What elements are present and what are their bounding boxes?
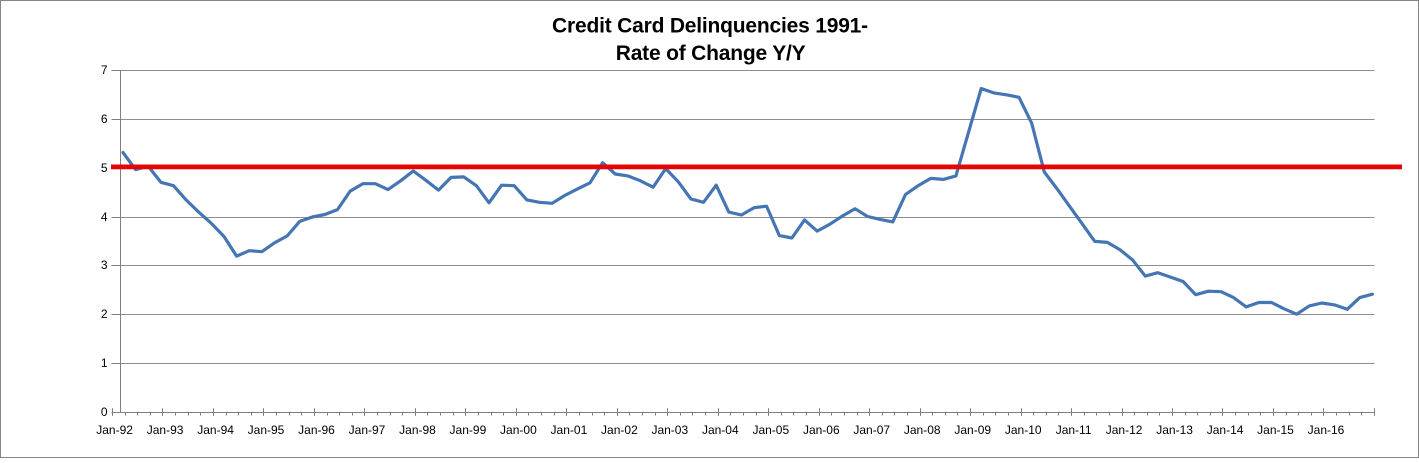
svg-text:Rate of Change Y/Y: Rate of Change Y/Y xyxy=(616,42,806,65)
svg-text:4: 4 xyxy=(101,210,108,224)
svg-text:5: 5 xyxy=(101,161,108,175)
svg-text:Jan-02: Jan-02 xyxy=(601,423,638,437)
svg-text:2: 2 xyxy=(101,307,108,321)
svg-text:Jan-96: Jan-96 xyxy=(298,423,335,437)
svg-text:Jan-10: Jan-10 xyxy=(1005,423,1042,437)
svg-text:Jan-09: Jan-09 xyxy=(954,423,991,437)
svg-text:Jan-04: Jan-04 xyxy=(702,423,739,437)
svg-text:Jan-94: Jan-94 xyxy=(197,423,234,437)
svg-text:Jan-01: Jan-01 xyxy=(551,423,588,437)
svg-text:1: 1 xyxy=(101,356,108,370)
svg-text:Jan-14: Jan-14 xyxy=(1207,423,1244,437)
svg-text:Jan-11: Jan-11 xyxy=(1056,423,1092,437)
svg-text:Jan-05: Jan-05 xyxy=(752,423,789,437)
svg-text:Jan-13: Jan-13 xyxy=(1156,423,1193,437)
svg-text:Jan-06: Jan-06 xyxy=(803,423,840,437)
svg-text:7: 7 xyxy=(101,63,108,77)
svg-text:Jan-12: Jan-12 xyxy=(1106,423,1143,437)
svg-text:0: 0 xyxy=(101,405,108,419)
svg-text:Credit Card Delinquencies 1991: Credit Card Delinquencies 1991- xyxy=(552,14,868,37)
svg-text:Jan-92: Jan-92 xyxy=(96,423,133,437)
svg-text:Jan-93: Jan-93 xyxy=(147,423,184,437)
svg-text:Jan-00: Jan-00 xyxy=(500,423,537,437)
svg-text:Jan-97: Jan-97 xyxy=(349,423,386,437)
svg-text:6: 6 xyxy=(101,112,108,126)
svg-text:Jan-98: Jan-98 xyxy=(399,423,436,437)
svg-text:Jan-03: Jan-03 xyxy=(651,423,688,437)
svg-text:Jan-07: Jan-07 xyxy=(853,423,890,437)
svg-text:3: 3 xyxy=(101,258,108,272)
svg-text:Jan-95: Jan-95 xyxy=(248,423,285,437)
svg-text:Jan-15: Jan-15 xyxy=(1257,423,1294,437)
svg-text:Jan-08: Jan-08 xyxy=(904,423,941,437)
svg-text:Jan-99: Jan-99 xyxy=(450,423,487,437)
svg-text:Jan-16: Jan-16 xyxy=(1308,423,1345,437)
